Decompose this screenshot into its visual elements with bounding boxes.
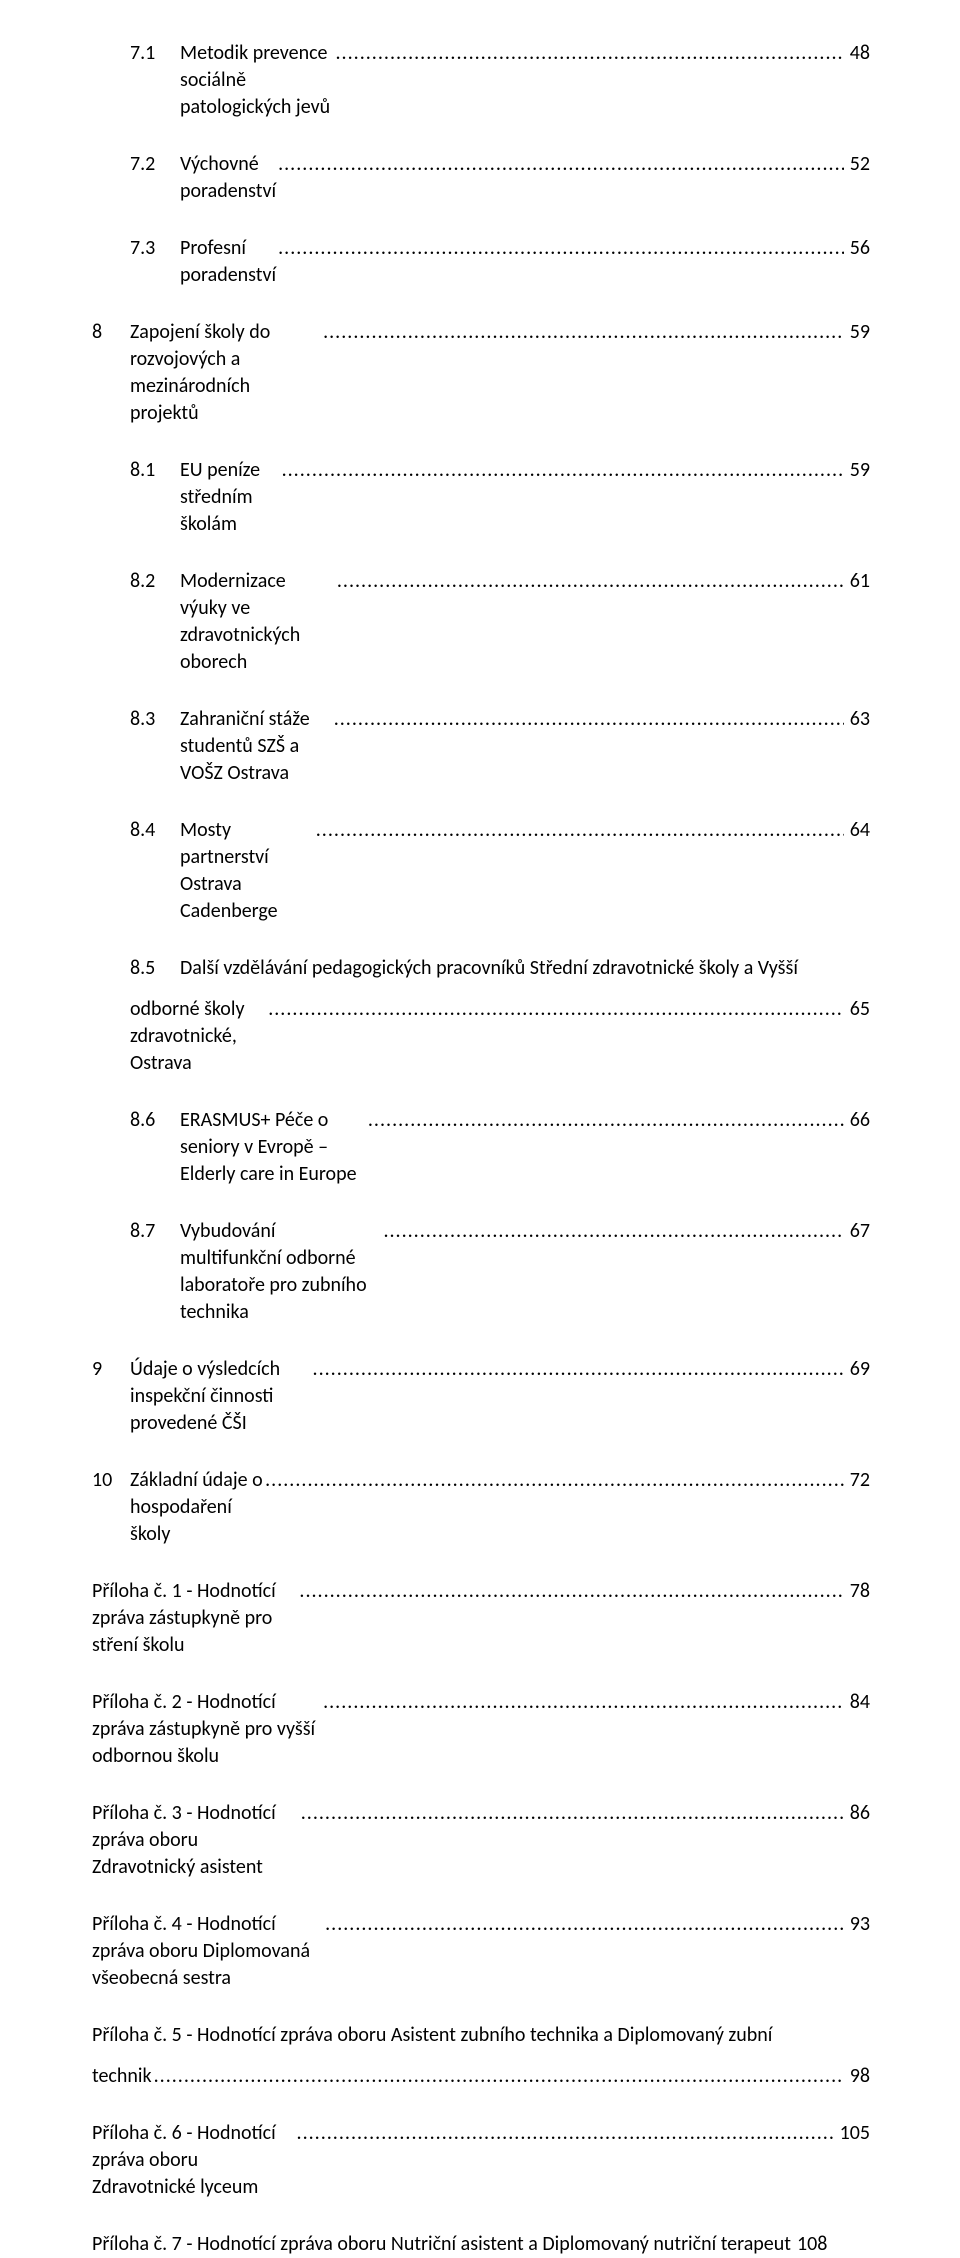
toc-number: 8.3 [130, 706, 180, 733]
toc-title: Příloha č. 7 - Hodnotící zpráva oboru Nu… [92, 2231, 791, 2258]
toc-entry: 8Zapojení školy do rozvojových a mezinár… [92, 319, 870, 427]
toc-entry: Příloha č. 2 - Hodnotící zpráva zástupky… [92, 1689, 870, 1770]
toc-leader [278, 235, 844, 262]
toc-entry: Příloha č. 3 - Hodnotící zpráva oboru Zd… [92, 1800, 870, 1881]
toc-leader [316, 817, 844, 844]
toc-title: Zapojení školy do rozvojových a mezináro… [130, 319, 321, 427]
toc-page-number: 93 [846, 1911, 870, 1938]
toc-leader [268, 996, 844, 1023]
toc-page-number: 65 [846, 996, 870, 1023]
toc-entry: 8.7Vybudování multifunkční odborné labor… [92, 1218, 870, 1326]
toc-title: ERASMUS+ Péče o seniory v Evropě – Elder… [180, 1107, 366, 1188]
toc-page-number: 98 [846, 2063, 870, 2090]
toc-entry: 8.6ERASMUS+ Péče o seniory v Evropě – El… [92, 1107, 870, 1188]
toc-title: Další vzdělávání pedagogických pracovník… [180, 955, 798, 982]
toc-entry: 7.2Výchovné poradenství 52 [92, 151, 870, 205]
toc-entry: 8.1EU peníze středním školám 59 [92, 457, 870, 538]
toc-title: Výchovné poradenství [180, 151, 276, 205]
toc-entry: 8.2Modernizace výuky ve zdravotnických o… [92, 568, 870, 676]
toc-page-number: 66 [846, 1107, 870, 1134]
toc-page-number: 86 [846, 1800, 870, 1827]
toc-entry: Příloha č. 4 - Hodnotící zpráva oboru Di… [92, 1911, 870, 1992]
toc-title: Zahraniční stáže studentů SZŠ a VOŠZ Ost… [180, 706, 332, 787]
toc-title: Příloha č. 3 - Hodnotící zpráva oboru Zd… [92, 1800, 299, 1881]
toc-entry: 8.3Zahraniční stáže studentů SZŠ a VOŠZ … [92, 706, 870, 787]
toc-page-number: 59 [846, 319, 870, 346]
toc-leader [334, 706, 844, 733]
toc-number: 8.2 [130, 568, 180, 595]
toc-leader [323, 1689, 844, 1716]
toc-leader [154, 2063, 844, 2090]
toc-page-number: 72 [846, 1467, 870, 1494]
toc-number: 8.1 [130, 457, 180, 484]
toc-title: Vybudování multifunkční odborné laborato… [180, 1218, 381, 1326]
toc-title: Mosty partnerství Ostrava Cadenberge [180, 817, 314, 925]
toc-entry: 7.3Profesní poradenství 56 [92, 235, 870, 289]
toc-title: Příloha č. 1 - Hodnotící zpráva zástupky… [92, 1578, 297, 1659]
toc-page-number: 52 [846, 151, 870, 178]
toc-number: 10 [92, 1467, 130, 1494]
toc-title: Údaje o výsledcích inspekční činnosti pr… [130, 1356, 311, 1437]
toc-page-number: 105 [836, 2120, 870, 2147]
toc-entry: Příloha č. 5 - Hodnotící zpráva oboru As… [92, 2022, 870, 2090]
toc-leader [325, 1911, 844, 1938]
toc-number: 9 [92, 1356, 130, 1383]
toc-title: Příloha č. 5 - Hodnotící zpráva oboru As… [92, 2022, 772, 2049]
toc-page-number: 48 [846, 40, 870, 67]
table-of-contents: 7.1Metodik prevence sociálně patologický… [92, 40, 870, 2258]
toc-title: Metodik prevence sociálně patologických … [180, 40, 334, 121]
toc-number: 7.3 [130, 235, 180, 262]
toc-title-cont: technik [92, 2063, 152, 2090]
toc-title: Příloha č. 4 - Hodnotící zpráva oboru Di… [92, 1911, 323, 1992]
toc-page-number: 67 [846, 1218, 870, 1245]
toc-leader [368, 1107, 844, 1134]
toc-entry: 10Základní údaje o hospodaření školy 72 [92, 1467, 870, 1548]
toc-title: Profesní poradenství [180, 235, 276, 289]
toc-leader [299, 1578, 843, 1605]
toc-page-number: 84 [846, 1689, 870, 1716]
toc-page-number: 56 [846, 235, 870, 262]
toc-number: 8.5 [130, 955, 180, 982]
toc-entry: Příloha č. 7 - Hodnotící zpráva oboru Nu… [92, 2231, 870, 2258]
toc-number: 8.4 [130, 817, 180, 844]
toc-page-number: 59 [846, 457, 870, 484]
toc-number: 7.1 [130, 40, 180, 67]
toc-leader [313, 1356, 844, 1383]
toc-entry: Příloha č. 1 - Hodnotící zpráva zástupky… [92, 1578, 870, 1659]
toc-leader [278, 151, 844, 178]
toc-title-cont: odborné školy zdravotnické, Ostrava [130, 996, 266, 1077]
toc-title: Příloha č. 6 - Hodnotící zpráva oboru Zd… [92, 2120, 295, 2201]
toc-number: 8 [92, 319, 130, 346]
toc-number: 8.6 [130, 1107, 180, 1134]
toc-entry: 7.1Metodik prevence sociálně patologický… [92, 40, 870, 121]
toc-leader [301, 1800, 844, 1827]
toc-entry: 8.5Další vzdělávání pedagogických pracov… [92, 955, 870, 1077]
toc-title: EU peníze středním školám [180, 457, 280, 538]
toc-leader [323, 319, 844, 346]
toc-page-number: 78 [846, 1578, 870, 1605]
toc-leader [265, 1467, 844, 1494]
toc-page-number: 64 [846, 817, 870, 844]
toc-entry: Příloha č. 6 - Hodnotící zpráva oboru Zd… [92, 2120, 870, 2201]
toc-page-number: 69 [846, 1356, 870, 1383]
toc-number: 7.2 [130, 151, 180, 178]
toc-title: Příloha č. 2 - Hodnotící zpráva zástupky… [92, 1689, 321, 1770]
toc-entry: 9Údaje o výsledcích inspekční činnosti p… [92, 1356, 870, 1437]
toc-page-number: 108 [793, 2231, 827, 2258]
toc-leader [337, 568, 844, 595]
toc-entry: 8.4Mosty partnerství Ostrava Cadenberge 6… [92, 817, 870, 925]
toc-leader [297, 2120, 834, 2147]
toc-leader [282, 457, 844, 484]
toc-page-number: 63 [846, 706, 870, 733]
toc-title: Modernizace výuky ve zdravotnických obor… [180, 568, 335, 676]
toc-leader [383, 1218, 843, 1245]
toc-leader [336, 40, 844, 67]
toc-page-number: 61 [846, 568, 870, 595]
toc-number: 8.7 [130, 1218, 180, 1245]
toc-title: Základní údaje o hospodaření školy [130, 1467, 263, 1548]
